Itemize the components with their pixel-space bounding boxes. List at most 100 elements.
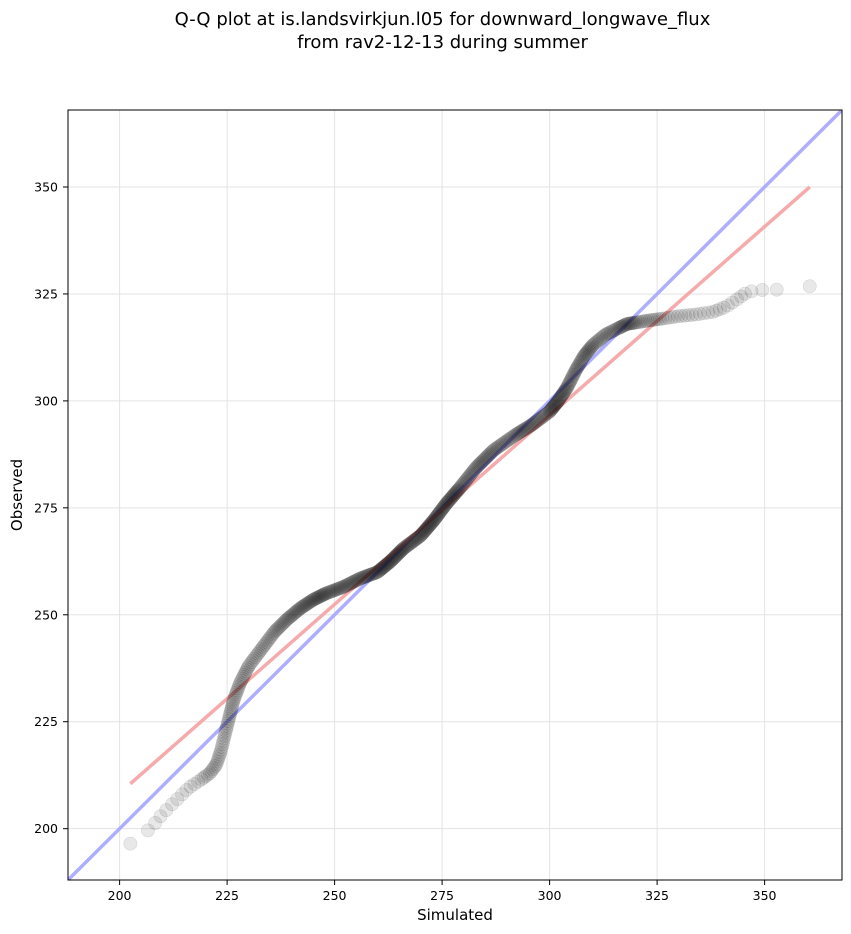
data-point — [692, 306, 707, 321]
data-point — [520, 420, 535, 435]
data-point — [231, 681, 245, 696]
data-point — [220, 716, 235, 731]
data-point — [153, 809, 168, 824]
data-point — [269, 623, 283, 638]
y-tick-label: 225 — [34, 714, 58, 729]
y-tick-label: 300 — [34, 393, 58, 408]
data-point — [214, 739, 229, 754]
data-point — [196, 770, 211, 785]
data-point — [287, 606, 302, 621]
data-point — [567, 365, 582, 379]
data-point — [226, 695, 240, 710]
data-point — [622, 316, 637, 331]
data-point — [315, 588, 330, 603]
data-point — [409, 531, 424, 546]
data-point — [628, 315, 642, 330]
data-point — [419, 522, 434, 537]
data-point — [279, 613, 293, 628]
data-point — [410, 530, 425, 545]
data-point — [238, 666, 253, 680]
data-point — [610, 321, 625, 336]
data-point — [294, 600, 309, 615]
data-point — [581, 343, 596, 358]
data-point — [527, 415, 542, 430]
chart-title-block: Q-Q plot at is.landsvirkjun.l05 for down… — [0, 8, 851, 54]
data-point — [205, 762, 220, 777]
data-point — [384, 553, 399, 568]
data-point — [465, 465, 480, 480]
data-point — [204, 764, 219, 779]
data-point — [344, 576, 359, 590]
data-point — [606, 323, 621, 338]
data-point — [508, 427, 523, 442]
data-point — [348, 573, 363, 588]
data-point — [248, 650, 263, 664]
data-point — [258, 636, 273, 651]
data-point — [489, 441, 504, 456]
data-point — [454, 479, 469, 494]
data-point — [533, 411, 548, 426]
data-point — [638, 314, 653, 328]
data-point — [228, 687, 243, 702]
data-point — [640, 313, 655, 328]
data-point — [388, 549, 402, 564]
data-point — [480, 449, 494, 464]
data-point — [210, 754, 225, 769]
data-point — [544, 402, 559, 417]
data-point — [371, 564, 386, 579]
data-point — [228, 689, 242, 704]
data-point — [769, 282, 784, 297]
data-point — [175, 787, 189, 802]
data-point — [661, 310, 676, 325]
data-point — [576, 349, 591, 364]
data-point — [406, 534, 421, 549]
data-point — [363, 567, 378, 582]
data-point — [425, 515, 439, 530]
data-point — [402, 536, 417, 551]
data-point — [311, 590, 326, 604]
data-point — [311, 590, 325, 605]
data-point — [209, 757, 224, 771]
data-point — [449, 484, 464, 499]
data-point — [312, 589, 327, 604]
data-point — [289, 604, 304, 619]
data-point — [416, 525, 430, 540]
data-point — [587, 336, 602, 351]
x-tick-label: 200 — [108, 888, 132, 903]
data-point — [379, 557, 394, 572]
data-point — [543, 403, 558, 418]
data-point — [469, 460, 484, 475]
data-point — [543, 403, 558, 418]
data-point — [412, 529, 427, 544]
data-point — [300, 596, 315, 611]
data-point — [232, 677, 247, 692]
data-point — [265, 627, 280, 642]
data-point — [802, 279, 817, 294]
data-point — [330, 582, 345, 596]
data-point — [432, 505, 447, 520]
data-point — [284, 608, 299, 623]
data-point — [474, 455, 488, 470]
data-point — [461, 470, 476, 484]
data-point — [270, 622, 285, 637]
data-point — [598, 327, 613, 342]
data-point — [378, 558, 393, 573]
data-point — [264, 629, 279, 643]
data-point — [372, 563, 386, 578]
data-point — [266, 625, 281, 640]
data-point — [535, 409, 550, 424]
data-point — [503, 431, 518, 446]
data-point — [551, 393, 566, 407]
data-point — [650, 312, 665, 327]
data-point — [141, 823, 155, 838]
data-point — [360, 569, 375, 583]
data-point — [556, 386, 571, 401]
data-point — [515, 423, 530, 438]
data-point — [623, 316, 638, 331]
data-point — [594, 331, 609, 345]
data-point — [388, 549, 403, 564]
data-point — [472, 457, 487, 472]
data-point — [352, 571, 367, 586]
reference-lines — [68, 110, 842, 880]
